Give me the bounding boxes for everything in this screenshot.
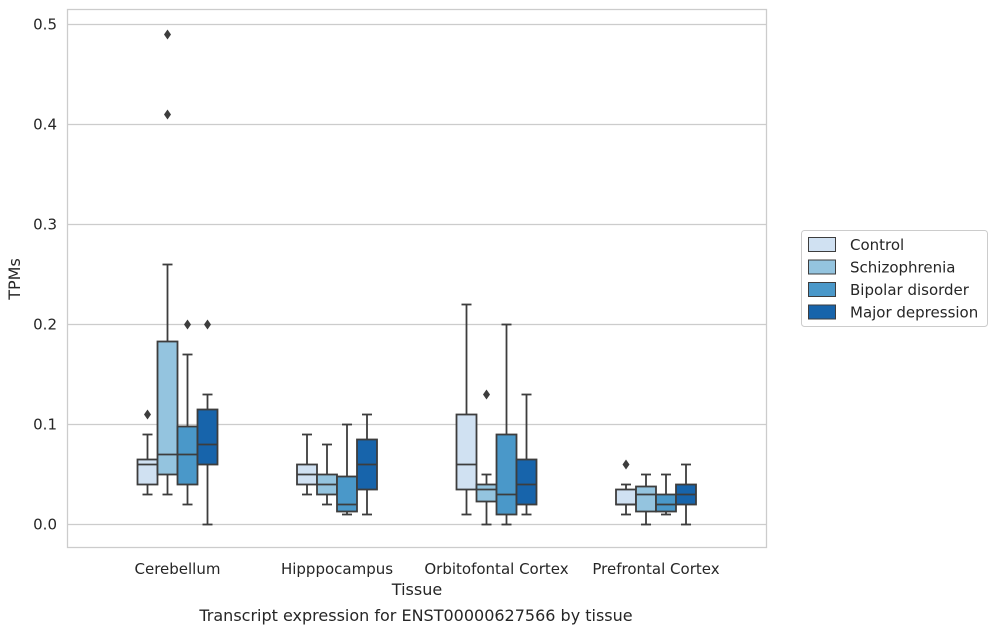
outlier-point [164,109,171,120]
box-bipolar-disorder [336,423,358,516]
y-tick-label: 0.5 [33,16,57,34]
outlier-point [483,389,490,400]
y-tick-label: 0.1 [33,416,57,434]
box-schizophrenia [156,29,179,496]
y-tick-label: 0.3 [33,216,57,234]
legend-label: Schizophrenia [850,259,955,277]
figure-caption: Transcript expression for ENST0000062756… [199,606,633,625]
box-control [136,409,159,496]
y-tick-label: 0.2 [33,316,57,334]
box-bipolar-disorder [176,319,199,506]
legend-label: Major depression [850,304,978,322]
y-tick-label: 0.4 [33,116,57,134]
box-schizophrenia [475,389,498,526]
legend-swatch [808,282,836,297]
x-tick-label: Prefrontal Cortex [592,560,719,578]
box-control [296,433,318,496]
box-major-depression [196,319,219,526]
box-major-depression [356,413,378,516]
outlier-point [184,319,191,330]
legend-swatch [808,237,836,252]
box-iqr [475,483,498,503]
legend-label: Bipolar disorder [850,281,970,299]
box-iqr [136,458,159,486]
legend-swatch [808,304,836,320]
box-iqr [176,425,199,486]
box-control [455,303,478,516]
outlier-point [144,409,151,420]
box-iqr [455,413,478,491]
x-axis-label: Tissue [391,580,442,599]
y-tick-label: 0.0 [33,516,57,534]
legend-frame [801,230,988,327]
box-control [615,459,637,516]
x-tick-label: Hipppocampus [281,560,393,578]
box-major-depression [675,463,697,526]
x-tick-labels: Cerebellum Hipppocampus Orbitofontal Corte… [135,560,720,578]
box-iqr [196,408,219,466]
legend: Control Schizophrenia Bipolar disorder Majo… [801,230,988,327]
box-iqr [635,485,657,513]
box-schizophrenia [635,473,657,526]
box-iqr [615,488,637,506]
box-iqr [156,340,179,476]
box-iqr [336,475,358,513]
x-tick-label: Cerebellum [135,560,221,578]
box-iqr [515,458,538,506]
outlier-point [622,459,630,470]
box-schizophrenia [316,443,338,506]
y-axis-label: TPMs [5,258,24,301]
box-groups [136,29,697,526]
y-tick-labels: 0.0 0.1 0.2 0.3 0.4 0.5 [33,16,57,534]
outlier-point [164,29,171,40]
box-iqr [655,493,677,513]
legend-items: Control Schizophrenia Bipolar disorder Majo… [808,236,978,322]
legend-swatch [808,259,836,275]
box-iqr [495,433,518,516]
outlier-point [204,319,211,330]
box-major-depression [515,393,538,516]
legend-label: Control [850,236,904,254]
plot-frame [66,8,768,549]
box-bipolar-disorder [655,473,677,516]
x-tick-label: Orbitofontal Cortex [424,560,568,578]
